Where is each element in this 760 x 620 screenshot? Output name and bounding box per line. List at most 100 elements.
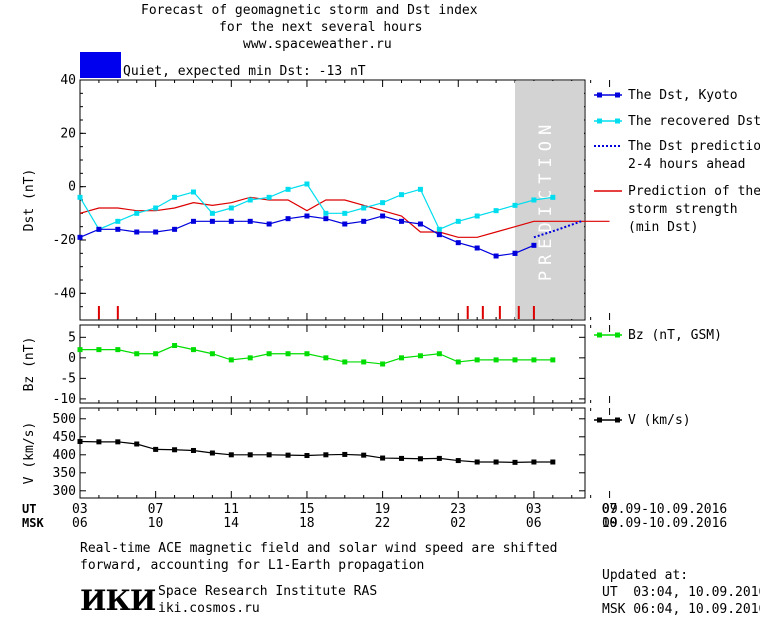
bz-point — [380, 361, 386, 367]
y-tick-label: 450 — [53, 430, 76, 445]
recovered-dst-point — [380, 200, 386, 206]
kyoto-dst-point — [228, 218, 234, 224]
kyoto-dst-point — [153, 229, 159, 235]
kyoto-dst-point — [436, 232, 442, 238]
bz-point — [436, 351, 442, 357]
storm-strength-line — [79, 196, 610, 238]
kyoto-dst-line — [79, 215, 516, 257]
speed-point — [285, 452, 291, 458]
speed-point — [115, 439, 121, 445]
kyoto-dst-point — [77, 234, 83, 240]
recovered-dst-point — [323, 210, 329, 216]
y-axis-label: Bz (nT) — [22, 337, 37, 392]
bz-panel: 5 0 -5 -10 Bz (nT) — [22, 324, 611, 407]
bz-point — [455, 359, 461, 365]
updated-label: Updated at: — [602, 568, 689, 583]
legend-label-3: (min Dst) — [628, 220, 698, 235]
bz-point — [304, 351, 310, 357]
legend-label-3: Prediction of the — [628, 184, 760, 199]
prediction-band — [515, 81, 584, 319]
speed-point — [134, 441, 140, 447]
updated-msk: MSK 06:04, 10.09.2016 — [602, 602, 760, 617]
kyoto-dst-point — [209, 218, 215, 224]
recovered-dst-point — [209, 210, 215, 216]
y-axis-label: V (km/s) — [22, 422, 37, 485]
ut-tick-label: 03 — [525, 502, 542, 517]
bz-point — [115, 347, 121, 353]
y-tick-label: -20 — [53, 233, 76, 248]
bz-point — [285, 351, 291, 357]
legend-marker-bz — [615, 332, 620, 338]
y-tick-label: 5 — [68, 330, 76, 345]
recovered-dst-point — [266, 194, 272, 200]
iki-logo: ИКИ — [80, 584, 156, 617]
bz-point — [247, 355, 253, 361]
bz-point — [342, 359, 348, 365]
kyoto-dst-point — [380, 213, 386, 219]
recovered-dst-point — [247, 197, 253, 203]
recovered-dst-point — [474, 213, 480, 219]
bz-point — [550, 357, 556, 363]
bz-point — [361, 359, 367, 365]
msk-axis-label: MSK — [22, 516, 44, 530]
kyoto-dst-point — [304, 213, 310, 219]
ut-tick-label: 07 — [601, 502, 618, 517]
msk-tick-label: 18 — [298, 516, 315, 531]
dst-prediction-line — [533, 220, 582, 239]
kyoto-dst-point — [361, 218, 367, 224]
msk-tick-label: 10 — [601, 516, 618, 531]
speed-point — [550, 459, 556, 465]
kyoto-dst-point — [115, 226, 121, 232]
msk-tick-label: 14 — [223, 516, 239, 531]
institute-url: iki.cosmos.ru — [158, 601, 260, 616]
kyoto-dst-point — [285, 216, 291, 222]
ut-tick-label: 07 — [147, 502, 164, 517]
y-tick-label: 300 — [53, 484, 76, 499]
y-tick-label: 40 — [60, 73, 76, 88]
speed-point — [512, 459, 518, 465]
prediction-band-label: PREDICTION — [536, 119, 556, 281]
recovered-dst-point — [115, 218, 121, 224]
speed-panel: 500 450 400 350 300 V (km/s) — [22, 407, 611, 499]
y-tick-label: 0 — [68, 180, 76, 195]
recovered-dst-line — [79, 183, 553, 231]
y-tick-label: 350 — [53, 466, 76, 481]
bz-point — [399, 355, 405, 361]
recovered-dst-point — [436, 226, 442, 232]
y-tick-label: 20 — [60, 126, 76, 141]
msk-tick-label: 10 — [147, 516, 164, 531]
y-tick-label: 400 — [53, 448, 76, 463]
recovered-dst-point — [512, 202, 518, 208]
legend-label-1: The recovered Dst — [628, 114, 760, 129]
msk-tick-label: 06 — [525, 516, 542, 531]
recovered-dst-point — [304, 181, 310, 187]
msk-tick-label: 02 — [450, 516, 466, 531]
speed-point — [247, 452, 253, 458]
y-tick-label: 0 — [68, 351, 76, 366]
kyoto-dst-point — [266, 221, 272, 227]
kyoto-dst-after-line — [514, 244, 535, 254]
legend-label-v: V (km/s) — [628, 413, 691, 428]
y-tick-label: 500 — [53, 412, 76, 427]
panel-frame — [79, 407, 586, 499]
kyoto-dst-point — [493, 253, 499, 259]
bz-point — [228, 357, 234, 363]
bz-point — [209, 351, 215, 357]
recovered-dst-point — [455, 218, 461, 224]
speed-point — [77, 438, 83, 444]
kyoto-dst-after-point — [512, 250, 518, 256]
dst-panel: 40 20 0 -20 -40 Dst (nT) PREDICTION — [22, 73, 611, 321]
ut-tick-label: 03 — [72, 502, 88, 517]
bz-point — [417, 353, 423, 359]
recovered-dst-point — [134, 210, 140, 216]
kyoto-dst-point — [134, 229, 140, 235]
bz-point — [134, 351, 140, 357]
ut-tick-label: 15 — [298, 502, 315, 517]
legend-marker-v — [597, 417, 602, 423]
kyoto-dst-point — [417, 221, 423, 227]
legend-marker-1 — [615, 118, 620, 124]
speed-point — [342, 451, 348, 457]
bz-point — [493, 357, 499, 363]
legend-label-bz: Bz (nT, GSM) — [628, 328, 722, 343]
